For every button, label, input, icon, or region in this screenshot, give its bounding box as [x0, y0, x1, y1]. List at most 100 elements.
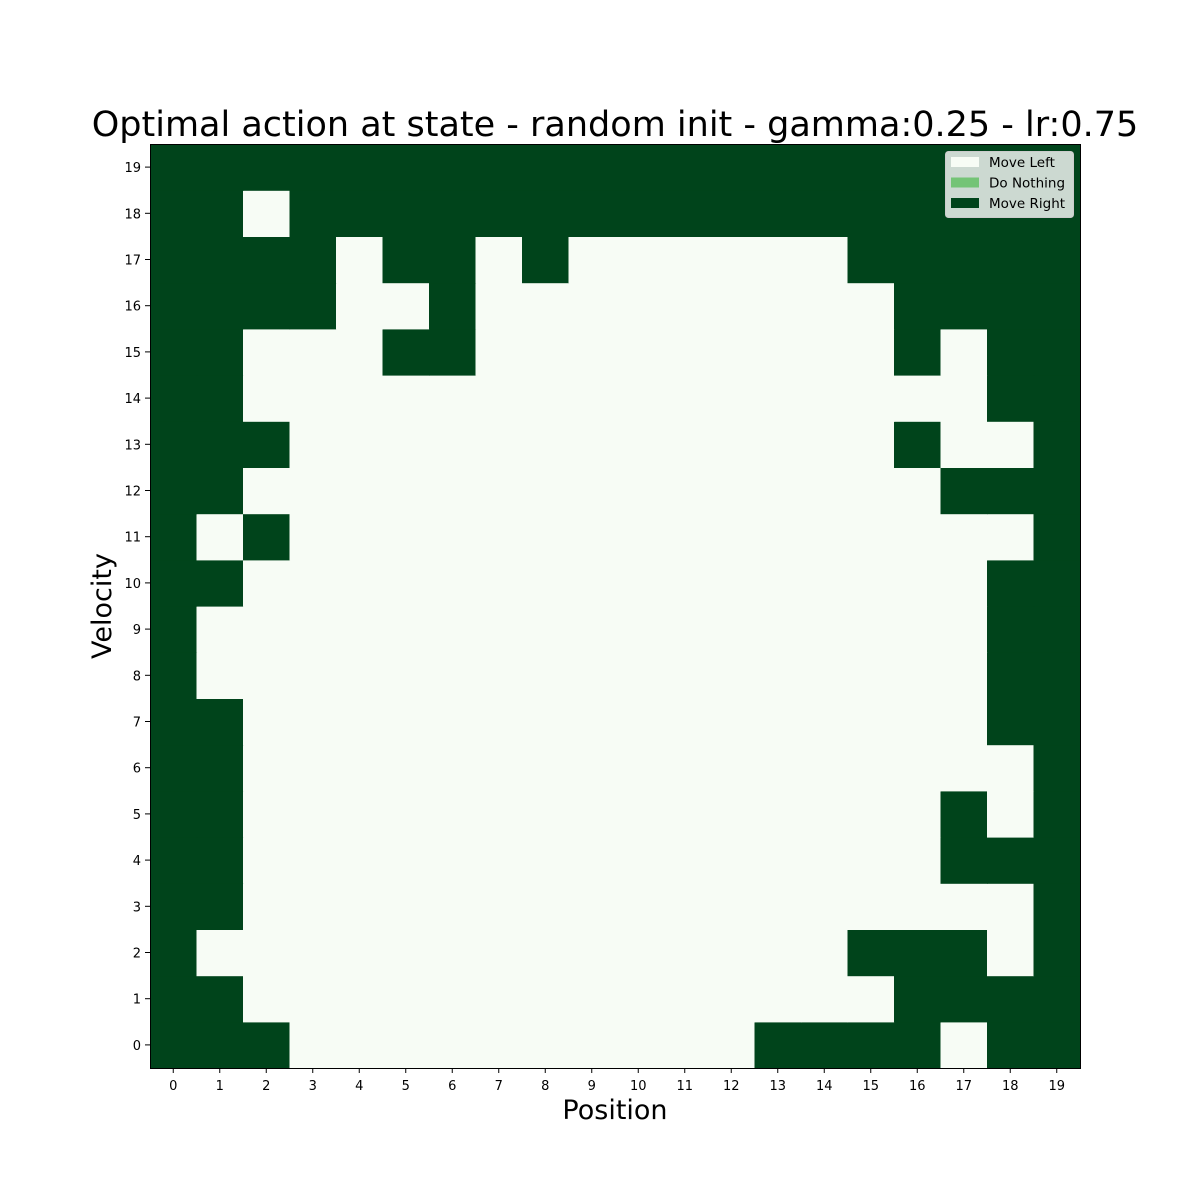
heatmap-cell	[708, 236, 756, 284]
heatmap-cell	[801, 883, 849, 930]
heatmap-cell	[661, 698, 709, 746]
heatmap-cell	[429, 744, 477, 792]
y-tick-label: 19	[124, 161, 141, 176]
heatmap-cell	[940, 652, 988, 699]
heatmap-cell	[243, 652, 291, 699]
heatmap-cell	[615, 744, 663, 792]
heatmap-cell	[661, 144, 709, 191]
heatmap-cell	[522, 1021, 570, 1069]
heatmap-cell	[847, 744, 895, 792]
heatmap-cell	[754, 790, 802, 838]
x-axis-ticks: 0 1 2 3 4 5 6 7 8 9 10 11 12 13 14 15 16 17 18 19	[169, 1068, 1065, 1094]
heatmap-cell	[708, 513, 756, 561]
heatmap-cell	[196, 559, 244, 607]
heatmap-cell	[568, 883, 616, 930]
heatmap-cell	[522, 975, 570, 1023]
heatmap-cell	[336, 144, 384, 191]
heatmap-cell	[568, 1021, 616, 1069]
y-tick-label: 11	[124, 531, 141, 546]
heatmap-cell	[894, 559, 942, 607]
heatmap-cell	[894, 837, 942, 884]
heatmap-cell	[568, 606, 616, 653]
heatmap-cell	[429, 883, 477, 930]
heatmap-cell	[894, 421, 942, 468]
heatmap-cell	[475, 929, 523, 977]
heatmap-cell	[568, 652, 616, 699]
heatmap-cell	[336, 606, 384, 653]
heatmap-cell	[987, 744, 1035, 792]
heatmap-cell	[150, 236, 198, 284]
heatmap-cell	[754, 513, 802, 561]
heatmap-cell	[522, 144, 570, 191]
heatmap-cell	[289, 1021, 337, 1069]
heatmap-cell	[894, 328, 942, 376]
heatmap-cell	[196, 190, 244, 237]
heatmap-cell	[615, 606, 663, 653]
heatmap-cell	[661, 190, 709, 237]
heatmap-cell	[336, 328, 384, 376]
heatmap-cell	[1033, 652, 1081, 699]
heatmap-cell	[940, 375, 988, 422]
x-tick-label: 7	[495, 1079, 503, 1094]
heatmap-cell	[708, 652, 756, 699]
heatmap-cell	[708, 421, 756, 468]
heatmap-cell	[847, 236, 895, 284]
x-tick-label: 4	[355, 1079, 363, 1094]
heatmap-cell	[661, 744, 709, 792]
heatmap-cell	[708, 883, 756, 930]
y-tick-label: 2	[133, 947, 141, 962]
heatmap-cell	[336, 883, 384, 930]
y-tick-label: 8	[133, 669, 141, 684]
heatmap-cell	[661, 421, 709, 468]
heatmap-cell	[708, 467, 756, 515]
heatmap-cell	[987, 883, 1035, 930]
heatmap-cell	[196, 652, 244, 699]
heatmap-cell	[987, 236, 1035, 284]
heatmap-cell	[894, 1021, 942, 1069]
heatmap-cell	[754, 883, 802, 930]
heatmap-cell	[475, 236, 523, 284]
heatmap-cell	[1033, 837, 1081, 884]
heatmap-cell	[801, 467, 849, 515]
heatmap-cell	[754, 421, 802, 468]
heatmap-cell	[243, 282, 291, 330]
heatmap-cell	[289, 513, 337, 561]
heatmap-cell	[243, 1021, 291, 1069]
heatmap-cell	[150, 190, 198, 237]
heatmap-cell	[336, 559, 384, 607]
heatmap-cell	[940, 1021, 988, 1069]
heatmap-cell	[429, 790, 477, 838]
heatmap-cell	[940, 236, 988, 284]
heatmap-cell	[987, 467, 1035, 515]
heatmap-cell	[1033, 883, 1081, 930]
heatmap-cells	[150, 144, 1081, 1069]
heatmap-cell	[847, 790, 895, 838]
heatmap-cell	[475, 652, 523, 699]
heatmap-cell	[1033, 698, 1081, 746]
heatmap-cell	[289, 652, 337, 699]
heatmap-cell	[522, 421, 570, 468]
heatmap-cell	[894, 144, 942, 191]
heatmap-cell	[150, 144, 198, 191]
heatmap-cell	[940, 513, 988, 561]
heatmap-cell	[196, 790, 244, 838]
heatmap-cell	[661, 975, 709, 1023]
heatmap-cell	[615, 467, 663, 515]
heatmap-cell	[196, 421, 244, 468]
heatmap-cell	[522, 190, 570, 237]
heatmap-cell	[940, 790, 988, 838]
heatmap-cell	[894, 467, 942, 515]
heatmap-cell	[615, 790, 663, 838]
x-tick-label: 10	[630, 1079, 647, 1094]
x-tick-label: 15	[862, 1079, 879, 1094]
heatmap-cell	[987, 837, 1035, 884]
heatmap-cell	[336, 698, 384, 746]
legend-label: Do Nothing	[989, 176, 1065, 192]
heatmap-cell	[940, 282, 988, 330]
heatmap-cell	[196, 375, 244, 422]
heatmap-cell	[894, 375, 942, 422]
heatmap-cell	[940, 421, 988, 468]
heatmap-cell	[615, 929, 663, 977]
heatmap-cell	[429, 282, 477, 330]
heatmap-cell	[289, 559, 337, 607]
